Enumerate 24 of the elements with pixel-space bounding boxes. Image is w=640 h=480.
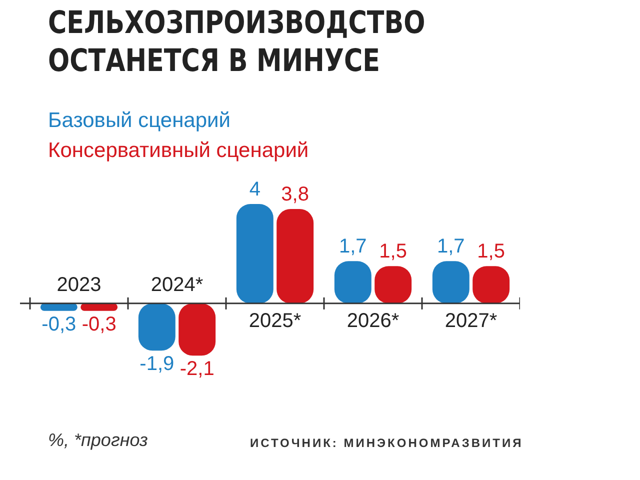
- text: %, *прогноз: [48, 430, 148, 451]
- data-label: -2,1: [180, 358, 214, 380]
- data-label: -1,9: [140, 353, 174, 376]
- bar: [236, 204, 274, 304]
- text: ИСТОЧНИК: МИНЭКОНОМРАЗВИТИЯ: [250, 436, 524, 450]
- x-tick-label: 2026*: [346, 310, 400, 332]
- data-label: -0,3: [82, 313, 116, 336]
- x-tick-label: 2024*: [150, 274, 204, 296]
- bar: [40, 303, 78, 311]
- text: Базовый сценарий: [48, 108, 232, 134]
- data-label: 1,5: [379, 240, 407, 263]
- text: Консервативный сценарий: [48, 138, 309, 164]
- x-tick-label: 2027*: [444, 310, 498, 332]
- chart-title: СЕЛЬХОЗПРОИЗВОДСТВО ОСТАНЕТСЯ В МИНУСЕ: [48, 4, 426, 80]
- data-label: 3,8: [281, 183, 309, 206]
- data-label: 1,7: [437, 236, 465, 258]
- data-label: -0,3: [42, 313, 76, 336]
- x-tick-label: 2023: [56, 274, 102, 296]
- data-label: 1,5: [477, 240, 505, 263]
- data-label: 1,7: [339, 236, 367, 258]
- x-tick-label: 2025*: [248, 310, 302, 332]
- bar: [276, 208, 314, 304]
- data-label: 4: [249, 178, 260, 201]
- bar: [80, 303, 118, 311]
